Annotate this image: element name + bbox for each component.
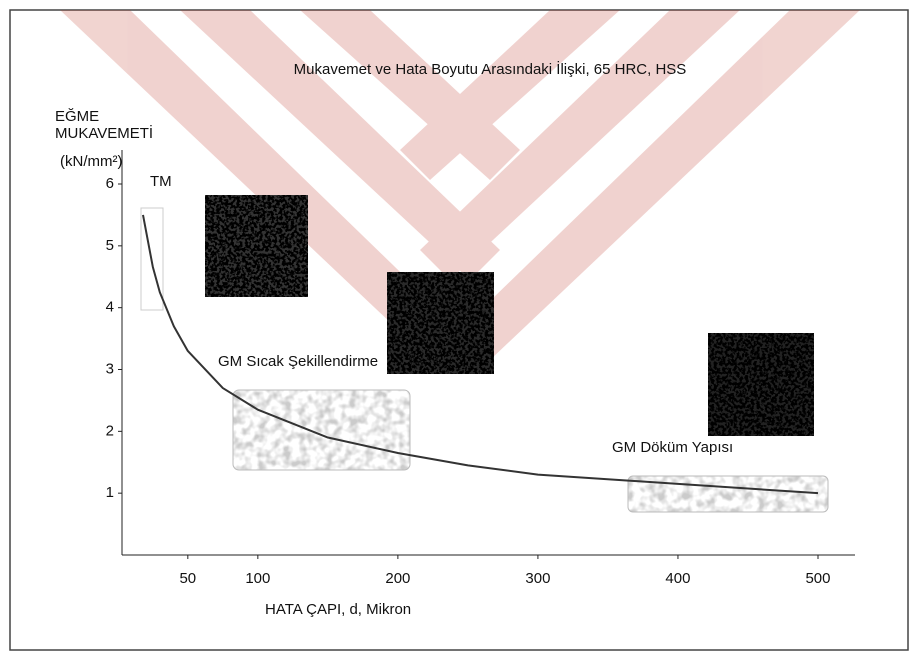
- annotation: GM Döküm Yapısı: [612, 439, 733, 456]
- texture-box-border: [627, 475, 829, 513]
- chart-title: Mukavemet ve Hata Boyutu Arasındaki İliş…: [294, 60, 687, 78]
- y-axis-label: EĞME: [55, 108, 99, 125]
- y-tick-label: 4: [106, 299, 114, 316]
- micro-speckle: [205, 195, 308, 297]
- y-tick-label: 2: [106, 422, 114, 439]
- y-axis-label: (kN/mm²): [60, 153, 122, 170]
- x-tick-label: 400: [665, 570, 690, 587]
- y-tick-label: 1: [106, 484, 114, 501]
- micro-speckle: [387, 272, 494, 374]
- annotation: TM: [150, 173, 172, 190]
- tm-box: [140, 207, 164, 311]
- x-tick-label: 300: [525, 570, 550, 587]
- texture-box-border: [232, 389, 411, 471]
- data-line: [142, 214, 819, 495]
- texture-box: [233, 390, 410, 470]
- y-tick-label: 5: [106, 237, 114, 254]
- y-tick-label: 3: [106, 360, 114, 377]
- y-tick-label: 6: [106, 175, 114, 192]
- x-tick-label: 50: [179, 570, 196, 587]
- x-tick-label: 100: [245, 570, 270, 587]
- annotation: GM Sıcak Şekillendirme: [218, 353, 378, 370]
- texture-box: [628, 476, 828, 512]
- x-tick-label: 200: [385, 570, 410, 587]
- micro-speckle: [708, 333, 814, 436]
- y-axis-label: MUKAVEMETİ: [55, 124, 153, 142]
- watermark: [60, 10, 860, 360]
- x-axis-label: HATA ÇAPI, d, Mikron: [265, 601, 411, 618]
- x-tick-label: 500: [805, 570, 830, 587]
